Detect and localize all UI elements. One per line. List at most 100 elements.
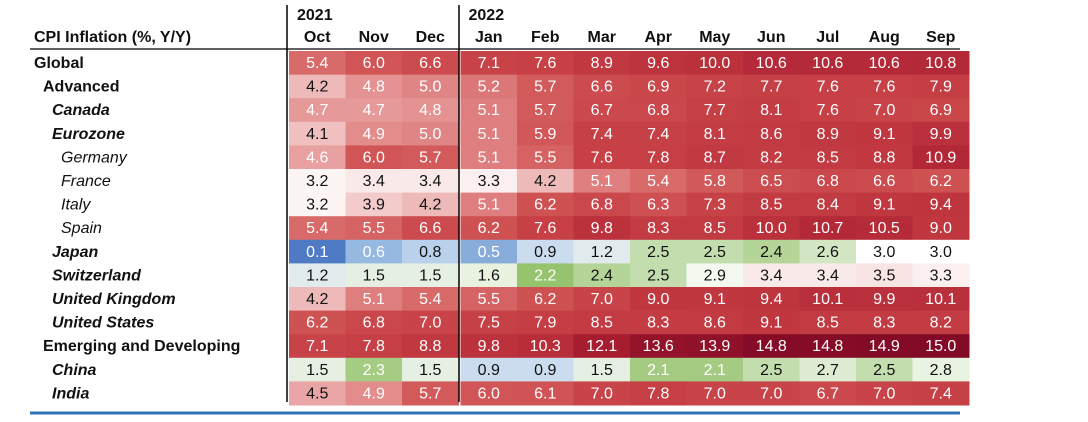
heatmap-cell xyxy=(345,334,403,359)
heatmap-cell xyxy=(460,145,518,170)
cell-value: 7.0 xyxy=(704,385,726,402)
cell-value: 7.9 xyxy=(930,79,952,96)
cell-value: 3.0 xyxy=(873,244,895,261)
heatmap-cell xyxy=(573,121,631,146)
heatmap-cell xyxy=(517,169,574,194)
heatmap-cell xyxy=(573,98,631,123)
cell-value: 8.1 xyxy=(704,126,726,143)
cell-value: 10.6 xyxy=(869,55,900,72)
cell-value: 6.7 xyxy=(817,385,839,402)
heatmap-cell xyxy=(630,381,687,406)
cell-value: 0.9 xyxy=(534,362,556,379)
heatmap-cell xyxy=(799,51,857,76)
cell-value: 7.0 xyxy=(591,291,613,308)
cell-value: 4.6 xyxy=(306,149,328,166)
row-label: Spain xyxy=(61,220,102,237)
heatmap-cell xyxy=(856,74,913,99)
heatmap-cell xyxy=(912,239,970,264)
heatmap-cell xyxy=(686,121,744,146)
heatmap-cell xyxy=(856,334,913,359)
heatmap-cell xyxy=(630,310,687,335)
heatmap-cell xyxy=(345,169,403,194)
chart-title: CPI Inflation (%, Y/Y) xyxy=(34,29,191,46)
cell-value: 10.6 xyxy=(756,55,787,72)
cell-value: 1.5 xyxy=(363,267,385,284)
heatmap-cell xyxy=(402,263,459,288)
cell-value: 7.7 xyxy=(760,79,782,96)
row-label: Switzerland xyxy=(52,267,142,284)
cell-value: 10.6 xyxy=(812,55,843,72)
heatmap-cell xyxy=(799,192,857,217)
cell-value: 8.1 xyxy=(760,102,782,119)
heatmap-cell xyxy=(630,357,687,382)
heatmap-cell xyxy=(460,169,518,194)
heatmap-cell xyxy=(912,216,970,241)
cell-value: 6.8 xyxy=(363,315,385,332)
cell-value: 2.5 xyxy=(647,244,669,261)
heatmap-cell xyxy=(743,239,800,264)
heatmap-cell xyxy=(912,98,970,123)
heatmap-cell xyxy=(345,121,403,146)
cell-value: 7.5 xyxy=(478,315,500,332)
cell-value: 7.4 xyxy=(647,126,669,143)
cell-value: 8.5 xyxy=(704,220,726,237)
heatmap-cell xyxy=(345,310,403,335)
cell-value: 14.8 xyxy=(812,338,843,355)
heatmap-cell xyxy=(402,169,459,194)
heatmap-cell xyxy=(573,216,631,241)
cell-value: 7.6 xyxy=(534,220,556,237)
cell-value: 3.2 xyxy=(306,173,328,190)
cell-value: 6.2 xyxy=(306,315,328,332)
heatmap-cell xyxy=(912,381,970,406)
cell-value: 5.8 xyxy=(704,173,726,190)
heatmap-cell xyxy=(799,98,857,123)
cell-value: 7.3 xyxy=(704,197,726,214)
cell-value: 14.9 xyxy=(869,338,900,355)
cell-value: 9.0 xyxy=(647,291,669,308)
cell-value: 5.1 xyxy=(591,173,613,190)
heatmap-cell xyxy=(402,310,459,335)
cell-value: 7.6 xyxy=(873,79,895,96)
cell-value: 2.1 xyxy=(647,362,669,379)
heatmap-cell xyxy=(573,239,631,264)
cell-value: 4.2 xyxy=(419,197,441,214)
heatmap-cell xyxy=(345,74,403,99)
heatmap-cell xyxy=(460,263,518,288)
heatmap-cell xyxy=(686,357,744,382)
heatmap-cell xyxy=(743,192,800,217)
cell-value: 0.5 xyxy=(478,244,500,261)
cell-value: 3.2 xyxy=(306,197,328,214)
heatmap-cell xyxy=(686,74,744,99)
heatmap-cell xyxy=(686,51,744,76)
cell-value: 7.8 xyxy=(647,149,669,166)
heatmap-cell xyxy=(686,98,744,123)
heatmap-cell xyxy=(517,381,574,406)
heatmap-cell xyxy=(912,169,970,194)
cell-value: 1.5 xyxy=(419,267,441,284)
heatmap-cell xyxy=(289,192,346,217)
cell-value: 4.9 xyxy=(363,126,385,143)
cell-value: 8.9 xyxy=(591,55,613,72)
row-label: France xyxy=(61,173,111,190)
cell-value: 1.2 xyxy=(591,244,613,261)
heatmap-cell xyxy=(856,357,913,382)
heatmap-cell xyxy=(289,121,346,146)
heatmap-cell xyxy=(402,216,459,241)
heatmap-cell xyxy=(856,239,913,264)
cell-value: 5.5 xyxy=(478,291,500,308)
heatmap-cell xyxy=(517,263,574,288)
heatmap-cell xyxy=(460,51,518,76)
cell-value: 10.1 xyxy=(812,291,843,308)
cell-value: 6.6 xyxy=(419,55,441,72)
cell-value: 8.3 xyxy=(647,220,669,237)
column-header: Sep xyxy=(926,29,956,46)
cell-value: 6.1 xyxy=(534,385,556,402)
cell-value: 4.2 xyxy=(306,79,328,96)
cell-value: 2.5 xyxy=(647,267,669,284)
heatmap-cell xyxy=(743,74,800,99)
row-label: Canada xyxy=(52,102,110,119)
heatmap-cell xyxy=(573,145,631,170)
cell-value: 6.8 xyxy=(647,102,669,119)
cell-value: 6.9 xyxy=(647,79,669,96)
cell-value: 10.0 xyxy=(756,220,787,237)
